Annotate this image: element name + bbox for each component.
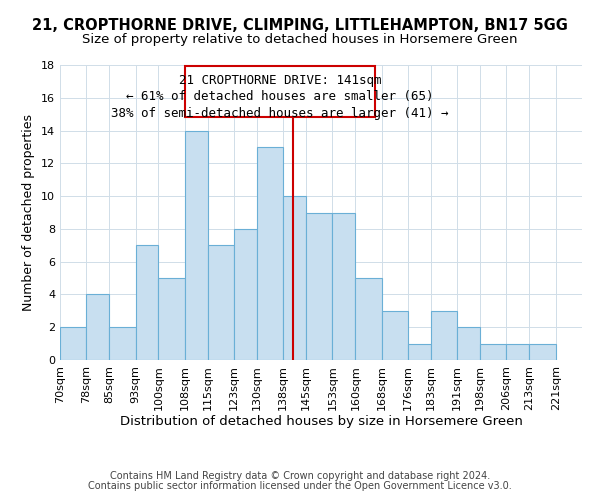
Bar — [332, 212, 355, 360]
Bar — [480, 344, 506, 360]
Bar — [234, 229, 257, 360]
Bar — [158, 278, 185, 360]
Bar — [208, 246, 234, 360]
Text: Contains public sector information licensed under the Open Government Licence v3: Contains public sector information licen… — [88, 481, 512, 491]
Bar — [185, 130, 208, 360]
Text: ← 61% of detached houses are smaller (65): ← 61% of detached houses are smaller (65… — [126, 90, 434, 104]
Text: Contains HM Land Registry data © Crown copyright and database right 2024.: Contains HM Land Registry data © Crown c… — [110, 471, 490, 481]
Text: 21, CROPTHORNE DRIVE, CLIMPING, LITTLEHAMPTON, BN17 5GG: 21, CROPTHORNE DRIVE, CLIMPING, LITTLEHA… — [32, 18, 568, 32]
X-axis label: Distribution of detached houses by size in Horsemere Green: Distribution of detached houses by size … — [119, 416, 523, 428]
Bar — [136, 246, 158, 360]
Text: Size of property relative to detached houses in Horsemere Green: Size of property relative to detached ho… — [82, 32, 518, 46]
Bar — [431, 311, 457, 360]
Text: 21 CROPTHORNE DRIVE: 141sqm: 21 CROPTHORNE DRIVE: 141sqm — [179, 74, 381, 87]
Bar — [86, 294, 109, 360]
Bar — [457, 327, 480, 360]
FancyBboxPatch shape — [185, 66, 375, 116]
Bar — [408, 344, 431, 360]
Bar — [283, 196, 306, 360]
Bar — [306, 212, 332, 360]
Bar — [60, 327, 86, 360]
Bar — [355, 278, 382, 360]
Y-axis label: Number of detached properties: Number of detached properties — [22, 114, 35, 311]
Bar — [109, 327, 136, 360]
Bar — [506, 344, 529, 360]
Bar — [257, 147, 283, 360]
Bar — [382, 311, 408, 360]
Text: 38% of semi-detached houses are larger (41) →: 38% of semi-detached houses are larger (… — [111, 107, 449, 120]
Bar — [529, 344, 556, 360]
